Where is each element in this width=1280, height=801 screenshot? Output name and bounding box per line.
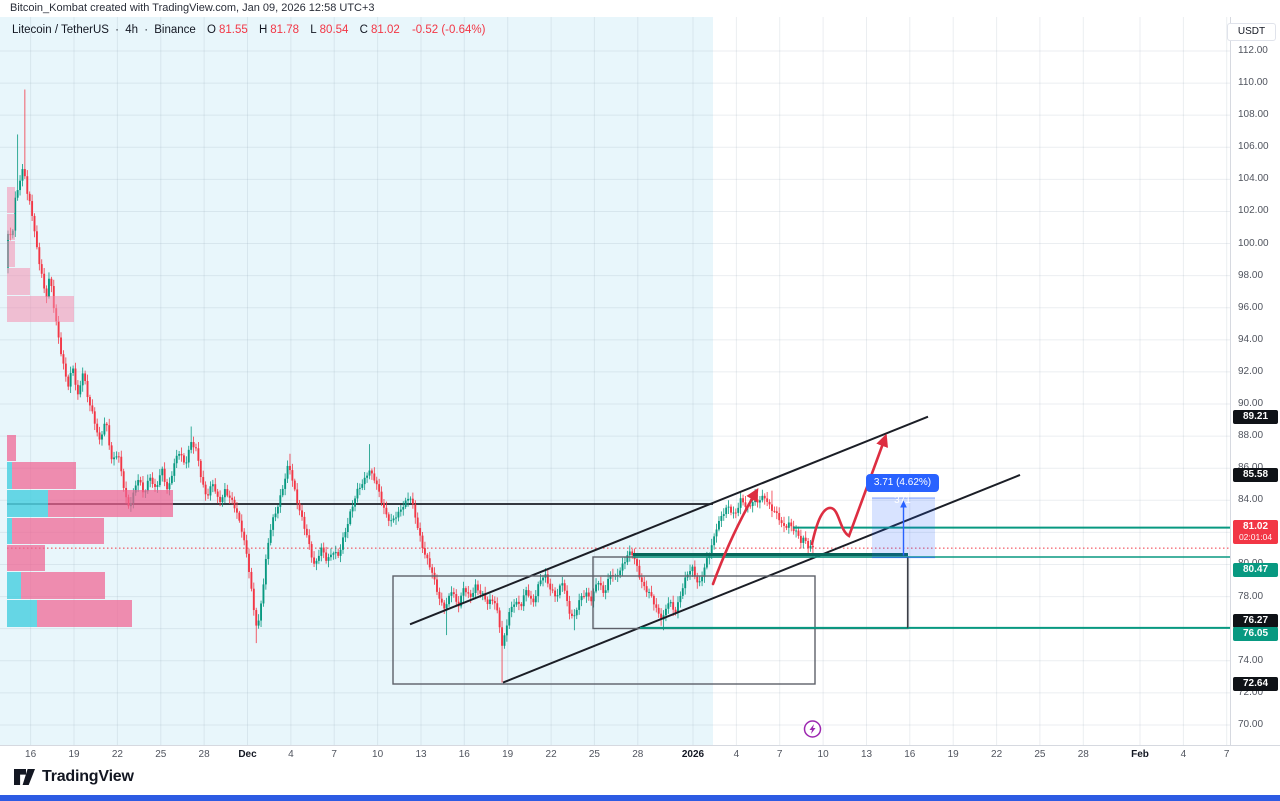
price-tick-label: 106.00 bbox=[1238, 141, 1269, 153]
price-tick-label: 72.00 bbox=[1238, 686, 1264, 698]
trendline-price-badge: 72.64 bbox=[1233, 677, 1278, 691]
tradingview-logo-icon bbox=[14, 769, 35, 785]
time-tick-label: 25 bbox=[1034, 749, 1046, 760]
event-marker-icon[interactable] bbox=[803, 720, 822, 738]
legend-separator: · bbox=[144, 24, 149, 36]
currency-toggle-button[interactable]: USDT bbox=[1227, 23, 1276, 41]
session-highlight-region[interactable] bbox=[0, 17, 713, 745]
time-tick-label: 13 bbox=[415, 749, 427, 760]
time-tick-label: 10 bbox=[817, 749, 829, 760]
chart-legend: Litecoin / TetherUS · 4h · Binance O 81.5… bbox=[12, 24, 488, 36]
time-tick-label: 2026 bbox=[681, 749, 705, 760]
tradingview-logo-text: TradingView bbox=[42, 768, 134, 785]
price-tick-label: 88.00 bbox=[1238, 430, 1264, 442]
trendline[interactable] bbox=[502, 474, 1021, 684]
bar-countdown: 02:01:04 bbox=[1238, 532, 1273, 542]
time-tick-label: 28 bbox=[1077, 749, 1089, 760]
time-tick-label: 13 bbox=[860, 749, 873, 760]
open-key: O bbox=[207, 24, 216, 36]
symbol-title[interactable]: Litecoin / TetherUS bbox=[12, 24, 109, 36]
price-tick-label: 90.00 bbox=[1238, 398, 1264, 410]
price-tick-label: 104.00 bbox=[1238, 173, 1269, 185]
time-tick-label: 19 bbox=[68, 749, 80, 760]
footer: TradingView bbox=[0, 762, 1280, 795]
time-tick-label: Feb bbox=[1131, 749, 1149, 760]
time-tick-label: 25 bbox=[588, 749, 600, 760]
time-tick-label: 28 bbox=[632, 749, 644, 760]
close-key: C bbox=[359, 24, 368, 36]
change-value: -0.52 (-0.64%) bbox=[411, 24, 486, 36]
time-tick-label: 4 bbox=[1180, 749, 1187, 760]
price-tick-label: 78.00 bbox=[1238, 590, 1264, 602]
time-tick-label: Dec bbox=[238, 749, 257, 760]
price-tick-label: 86.00 bbox=[1238, 462, 1263, 473]
time-tick-label: 25 bbox=[155, 749, 167, 760]
time-tick-label: 4 bbox=[733, 749, 740, 760]
interval-label[interactable]: 4h bbox=[125, 24, 138, 36]
price-tick-label: 98.00 bbox=[1238, 269, 1264, 281]
time-tick-label: 22 bbox=[111, 749, 123, 760]
time-tick-label: 16 bbox=[458, 749, 470, 760]
candlestick-chart[interactable] bbox=[0, 17, 1230, 745]
price-tick-label: 92.00 bbox=[1238, 365, 1264, 377]
time-tick-label: 4 bbox=[288, 749, 294, 760]
price-axis[interactable]: USDT 112.00 110.00 108.00 106.00 104.00 102.0… bbox=[1227, 17, 1280, 745]
time-tick-label: 19 bbox=[947, 749, 959, 760]
price-tick-label: 70.00 bbox=[1238, 718, 1264, 730]
time-tick-label: 7 bbox=[776, 749, 783, 760]
projection-arrow[interactable] bbox=[711, 487, 759, 586]
legend-separator: · bbox=[115, 24, 119, 36]
level-price-badge: 80.47 bbox=[1233, 563, 1278, 577]
close-value: 81.02 bbox=[370, 24, 400, 36]
price-tick-label: 108.00 bbox=[1238, 109, 1269, 121]
time-tick-label: 7 bbox=[331, 749, 337, 760]
time-tick-label: 16 bbox=[25, 749, 37, 760]
open-value: 81.55 bbox=[218, 24, 248, 36]
attribution-text: Bitcoin_Kombat created with TradingView.… bbox=[10, 2, 375, 14]
price-tick-label: 100.00 bbox=[1238, 237, 1269, 249]
price-tick-label: 84.00 bbox=[1238, 494, 1264, 506]
trendline-price-badge: 85.58 bbox=[1233, 468, 1278, 482]
low-key: L bbox=[310, 24, 317, 36]
time-tick-label: 16 bbox=[904, 749, 916, 760]
time-tick-label: 19 bbox=[502, 749, 514, 760]
window-edge-strip bbox=[0, 795, 1280, 801]
low-value: 80.54 bbox=[319, 24, 349, 36]
price-tick-label: 74.00 bbox=[1238, 654, 1264, 666]
high-value: 81.78 bbox=[270, 24, 300, 36]
price-tick-label: 96.00 bbox=[1238, 301, 1264, 313]
volume-profile bbox=[7, 187, 173, 627]
time-tick-label: 22 bbox=[991, 749, 1003, 760]
projection-arrow[interactable] bbox=[810, 433, 888, 546]
time-tick-label: 7 bbox=[1223, 749, 1230, 760]
exchange-label: Binance bbox=[154, 24, 196, 36]
current-price-value: 81.02 bbox=[1242, 521, 1269, 532]
candles-layer bbox=[7, 89, 814, 683]
time-tick-label: 22 bbox=[545, 749, 557, 760]
trendline[interactable] bbox=[409, 415, 929, 626]
price-tick-label: 110.00 bbox=[1238, 77, 1268, 89]
time-axis[interactable]: 16 19 22 25 28 Dec 4 7 10 13 16 19 22 25 28 2026 4 7 10 13 1… bbox=[0, 745, 1280, 763]
price-tick-label: 94.00 bbox=[1238, 333, 1264, 345]
current-price-badge: 81.02 02:01:04 bbox=[1233, 520, 1278, 544]
price-range-projection[interactable] bbox=[872, 497, 935, 559]
high-key: H bbox=[258, 24, 268, 36]
trendline-price-badge: 89.21 bbox=[1233, 410, 1278, 424]
attribution-bar: Bitcoin_Kombat created with TradingView.… bbox=[0, 0, 1280, 17]
trendline-price-badge: 76.27 bbox=[1233, 614, 1278, 628]
price-tick-label: 112.00 bbox=[1238, 45, 1268, 56]
time-tick-label: 28 bbox=[198, 749, 210, 760]
level-price-badge: 76.05 bbox=[1233, 627, 1278, 641]
price-tick-label: 102.00 bbox=[1238, 205, 1269, 217]
time-tick-label: 10 bbox=[372, 749, 384, 760]
price-range-label[interactable]: 3.71 (4.62%) 371 bbox=[866, 474, 939, 506]
tradingview-logo[interactable]: TradingView bbox=[14, 768, 134, 786]
chart-pane[interactable]: Litecoin / TetherUS · 4h · Binance O 81.5… bbox=[0, 17, 1230, 745]
rectangle-drawing[interactable] bbox=[392, 575, 816, 685]
